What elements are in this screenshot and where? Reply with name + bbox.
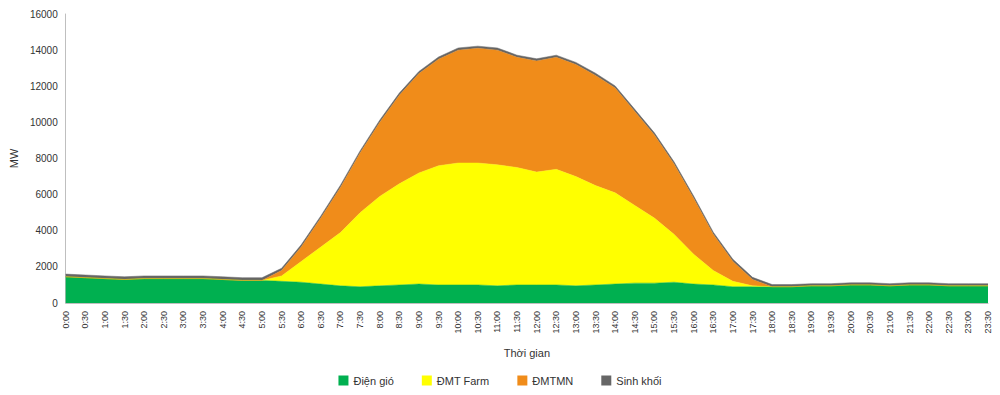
svg-text:8:00: 8:00: [375, 311, 385, 329]
svg-text:11:00: 11:00: [492, 311, 502, 333]
svg-text:13:00: 13:00: [571, 311, 581, 334]
svg-text:2:30: 2:30: [159, 311, 169, 329]
svg-text:16:00: 16:00: [689, 311, 699, 334]
svg-text:22:30: 22:30: [944, 311, 954, 334]
svg-text:11:30: 11:30: [512, 311, 522, 333]
svg-text:2000: 2000: [35, 261, 58, 272]
svg-text:5:00: 5:00: [257, 311, 267, 329]
svg-text:16000: 16000: [30, 9, 58, 20]
svg-text:2:00: 2:00: [139, 311, 149, 329]
svg-text:0: 0: [52, 298, 58, 309]
svg-text:23:00: 23:00: [963, 311, 973, 334]
svg-text:7:30: 7:30: [355, 311, 365, 329]
svg-text:20:00: 20:00: [846, 311, 856, 334]
svg-text:10:00: 10:00: [453, 311, 463, 334]
svg-text:12000: 12000: [30, 81, 58, 92]
svg-text:3:00: 3:00: [178, 311, 188, 329]
svg-text:14:00: 14:00: [610, 311, 620, 334]
svg-text:6:00: 6:00: [296, 311, 306, 329]
svg-text:6:30: 6:30: [316, 311, 326, 329]
svg-text:17:30: 17:30: [748, 311, 758, 334]
svg-text:5:30: 5:30: [277, 311, 287, 329]
svg-text:4:30: 4:30: [237, 311, 247, 329]
svg-text:19:00: 19:00: [806, 311, 816, 334]
svg-text:12:00: 12:00: [532, 311, 542, 334]
svg-text:20:30: 20:30: [865, 311, 875, 334]
svg-text:8:30: 8:30: [394, 311, 404, 329]
svg-text:Điện gió: Điện gió: [353, 375, 393, 387]
svg-text:6000: 6000: [35, 189, 58, 200]
svg-text:3:30: 3:30: [198, 311, 208, 329]
svg-text:10000: 10000: [30, 117, 58, 128]
svg-text:9:00: 9:00: [414, 311, 424, 329]
svg-text:4000: 4000: [35, 225, 58, 236]
svg-text:14:30: 14:30: [630, 311, 640, 334]
svg-text:8000: 8000: [35, 153, 58, 164]
svg-text:9:30: 9:30: [434, 311, 444, 329]
svg-text:15:00: 15:00: [649, 311, 659, 334]
svg-text:21:00: 21:00: [885, 311, 895, 334]
svg-text:21:30: 21:30: [905, 311, 915, 334]
svg-text:10:30: 10:30: [473, 311, 483, 334]
svg-text:7:00: 7:00: [335, 311, 345, 329]
svg-text:14000: 14000: [30, 45, 58, 56]
svg-text:0:00: 0:00: [61, 311, 71, 329]
svg-text:ĐMT Farm: ĐMT Farm: [437, 375, 489, 387]
svg-text:22:00: 22:00: [924, 311, 934, 334]
svg-text:23:30: 23:30: [983, 311, 993, 334]
svg-text:15:30: 15:30: [669, 311, 679, 334]
svg-text:1:30: 1:30: [120, 311, 130, 329]
svg-text:18:30: 18:30: [787, 311, 797, 334]
svg-text:0:30: 0:30: [80, 311, 90, 329]
svg-text:ĐMTMN: ĐMTMN: [532, 375, 573, 387]
svg-text:12:30: 12:30: [551, 311, 561, 334]
svg-text:4:00: 4:00: [218, 311, 228, 329]
svg-text:19:30: 19:30: [826, 311, 836, 334]
svg-text:17:00: 17:00: [728, 311, 738, 334]
svg-text:MW: MW: [8, 148, 20, 168]
svg-text:13:30: 13:30: [591, 311, 601, 334]
svg-text:1:00: 1:00: [100, 311, 110, 329]
svg-text:16:30: 16:30: [708, 311, 718, 334]
svg-text:Thời gian: Thời gian: [504, 347, 550, 359]
svg-text:Sinh khối: Sinh khối: [616, 375, 661, 387]
svg-text:18:00: 18:00: [767, 311, 777, 334]
